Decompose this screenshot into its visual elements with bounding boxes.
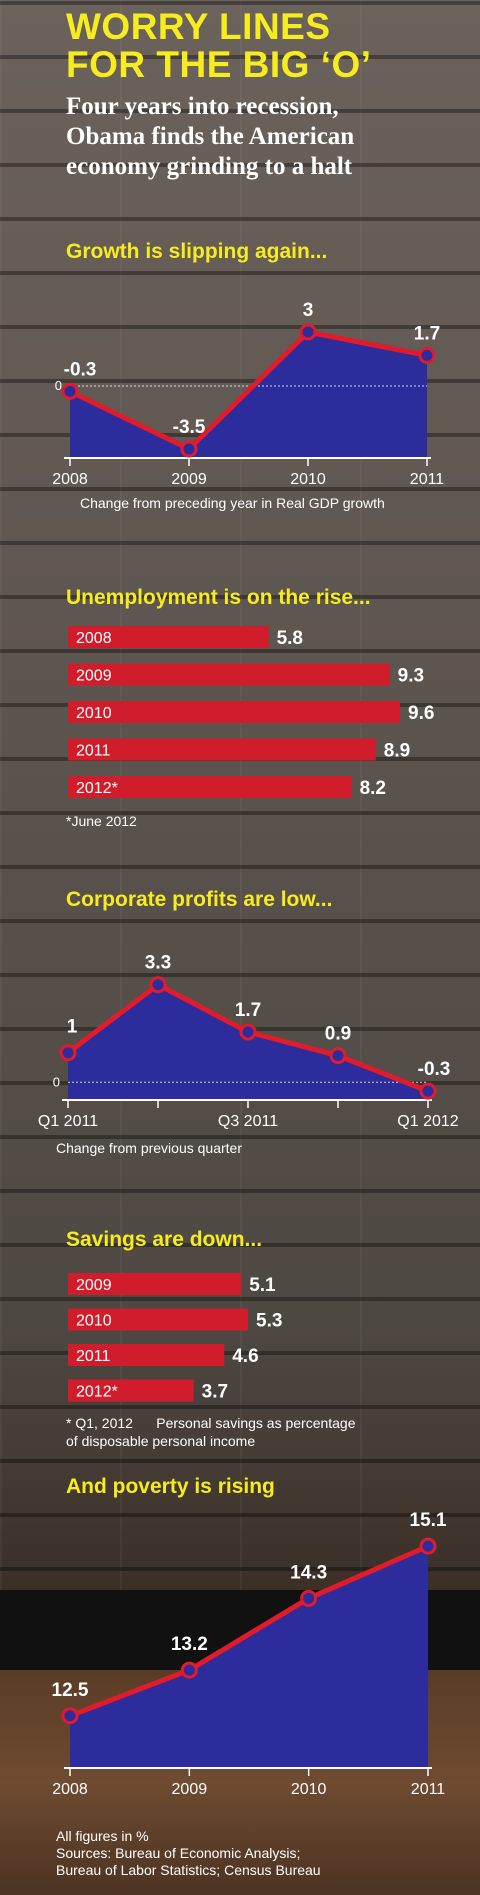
poverty-data-point <box>419 1537 437 1555</box>
savings-note-line-1: * Q1, 2012 Personal savings as percentag… <box>66 1415 356 1431</box>
savings-value-label: 4.6 <box>232 1346 258 1367</box>
growth-area-fill <box>70 332 427 458</box>
profits-data-label: 1.7 <box>235 1000 261 1021</box>
unemployment-value-label: 8.9 <box>384 741 410 762</box>
growth-x-tick-label: 2008 <box>52 471 88 488</box>
savings-value-label: 3.7 <box>202 1382 228 1403</box>
poverty-data-point <box>300 1589 318 1607</box>
unemployment-bar <box>68 701 400 723</box>
growth-data-point <box>299 323 317 341</box>
growth-zero-label: 0 <box>55 378 62 393</box>
savings-note-line-2: of disposable personal income <box>66 1433 256 1449</box>
unemployment-bar <box>68 738 376 761</box>
growth-data-label: 3 <box>303 300 314 321</box>
growth-data-label: -3.5 <box>173 417 206 438</box>
savings-value-label: 5.1 <box>249 1275 276 1296</box>
unemployment-title: Unemployment is on the rise... <box>66 586 371 609</box>
growth-data-point <box>61 382 79 400</box>
footer-line-1: All figures in % <box>56 1828 149 1844</box>
profits-data-point <box>59 1044 77 1062</box>
growth-note: Change from preceding year in Real GDP g… <box>80 495 385 511</box>
poverty-x-tick-label: 2009 <box>172 1781 208 1798</box>
unemployment-value-label: 8.2 <box>360 778 386 799</box>
profits-x-tick-label: Q3 2011 <box>218 1113 278 1130</box>
footer-line-3: Bureau of Labor Statistics; Census Burea… <box>56 1862 321 1878</box>
unemployment-value-label: 5.8 <box>277 628 303 649</box>
savings-category-label: 2010 <box>76 1313 112 1330</box>
savings-chart: 2009 5.1 2010 5.3 2011 4.6 2012* 3.7 <box>68 1273 282 1403</box>
profits-data-label: 3.3 <box>145 953 171 974</box>
savings-category-label: 2009 <box>76 1277 112 1294</box>
page-title: WORRY LINES FOR THE BIG ‘O’ <box>66 8 466 84</box>
profits-data-label: 0.9 <box>325 1024 351 1045</box>
profits-data-point <box>329 1047 347 1065</box>
profits-area-fill <box>68 984 428 1100</box>
growth-data-point <box>180 440 198 458</box>
unemployment-category-label: 2010 <box>76 705 112 722</box>
footer-line-2: Sources: Bureau of Economic Analysis; <box>56 1845 301 1861</box>
unemployment-note: *June 2012 <box>66 813 137 829</box>
unemployment-category-label: 2011 <box>76 743 111 760</box>
profits-data-label: -0.3 <box>418 1059 451 1080</box>
growth-x-tick-label: 2010 <box>290 471 326 488</box>
page-subtitle-line-3: economy grinding to a halt <box>66 153 353 180</box>
unemployment-bar <box>68 776 352 798</box>
growth-x-tick-label: 2011 <box>410 471 445 488</box>
unemployment-value-label: 9.6 <box>408 703 434 724</box>
growth-chart: 0-0.3 -3.5 3 1.7 2008 2009 2010 2011 <box>52 300 445 488</box>
poverty-x-tick-label: 2010 <box>291 1781 327 1798</box>
growth-series-line <box>68 329 428 452</box>
unemployment-category-label: 2012* <box>76 780 118 797</box>
profits-data-label: 1 <box>67 1017 78 1038</box>
profits-data-point <box>419 1082 437 1100</box>
savings-category-label: 2011 <box>76 1348 111 1365</box>
poverty-data-point <box>61 1707 79 1725</box>
poverty-data-label: 13.2 <box>171 1634 208 1655</box>
profits-note: Change from previous quarter <box>56 1140 242 1156</box>
savings-bar <box>68 1344 225 1366</box>
poverty-data-label: 12.5 <box>52 1680 89 1701</box>
profits-data-point <box>149 976 167 994</box>
growth-data-point <box>418 346 436 364</box>
page-title-line-1: WORRY LINES <box>66 6 331 47</box>
page-subtitle-line-2: Obama finds the American <box>66 123 355 150</box>
poverty-data-label: 14.3 <box>290 1562 327 1583</box>
poverty-chart: 12.5 13.2 14.3 15.1 2008 2009 2010 2011 <box>52 1510 447 1798</box>
growth-x-tick-label: 2009 <box>171 471 207 488</box>
poverty-data-label: 15.1 <box>410 1510 447 1531</box>
footer-notes: All figures in % Sources: Bureau of Econ… <box>56 1828 321 1879</box>
poverty-title: And poverty is rising <box>66 1475 275 1498</box>
poverty-x-tick-label: 2008 <box>52 1781 88 1798</box>
page-subtitle: Four years into recession, Obama finds t… <box>66 92 476 182</box>
growth-data-label: 1.7 <box>414 323 440 344</box>
unemployment-value-label: 9.3 <box>398 666 424 687</box>
profits-title: Corporate profits are low... <box>66 888 333 911</box>
poverty-data-point <box>180 1661 198 1679</box>
growth-title: Growth is slipping again... <box>66 240 328 263</box>
profits-x-tick-label: Q1 2012 <box>397 1113 458 1130</box>
savings-bar <box>68 1308 248 1331</box>
page-title-line-2: FOR THE BIG ‘O’ <box>66 44 372 85</box>
savings-bar <box>68 1273 242 1295</box>
profits-x-tick-label: Q1 2011 <box>38 1113 98 1130</box>
poverty-x-tick-label: 2011 <box>411 1781 446 1798</box>
savings-title: Savings are down... <box>66 1228 263 1251</box>
poverty-series-line <box>69 1543 430 1719</box>
unemployment-chart: 2008 5.8 2009 9.3 2010 9.6 2011 8.9 2012* 8.2 <box>68 626 434 799</box>
savings-value-label: 5.3 <box>256 1311 282 1332</box>
profits-data-point <box>239 1023 257 1041</box>
unemployment-bar <box>68 626 269 648</box>
profits-zero-label: 0 <box>53 1074 60 1089</box>
savings-bar <box>68 1379 194 1402</box>
unemployment-category-label: 2008 <box>76 630 112 647</box>
unemployment-bar <box>68 663 390 686</box>
page-subtitle-line-1: Four years into recession, <box>66 93 339 120</box>
profits-chart: 0 1 3.3 1.7 0.9 -0.3 Q1 2011 Q3 2011 Q1 2012 <box>38 953 459 1130</box>
savings-category-label: 2012* <box>76 1384 118 1401</box>
poverty-area-fill <box>70 1546 428 1768</box>
unemployment-category-label: 2009 <box>76 668 112 685</box>
growth-data-label: -0.3 <box>64 359 97 380</box>
savings-note: * Q1, 2012 Personal savings as percentag… <box>66 1414 356 1450</box>
